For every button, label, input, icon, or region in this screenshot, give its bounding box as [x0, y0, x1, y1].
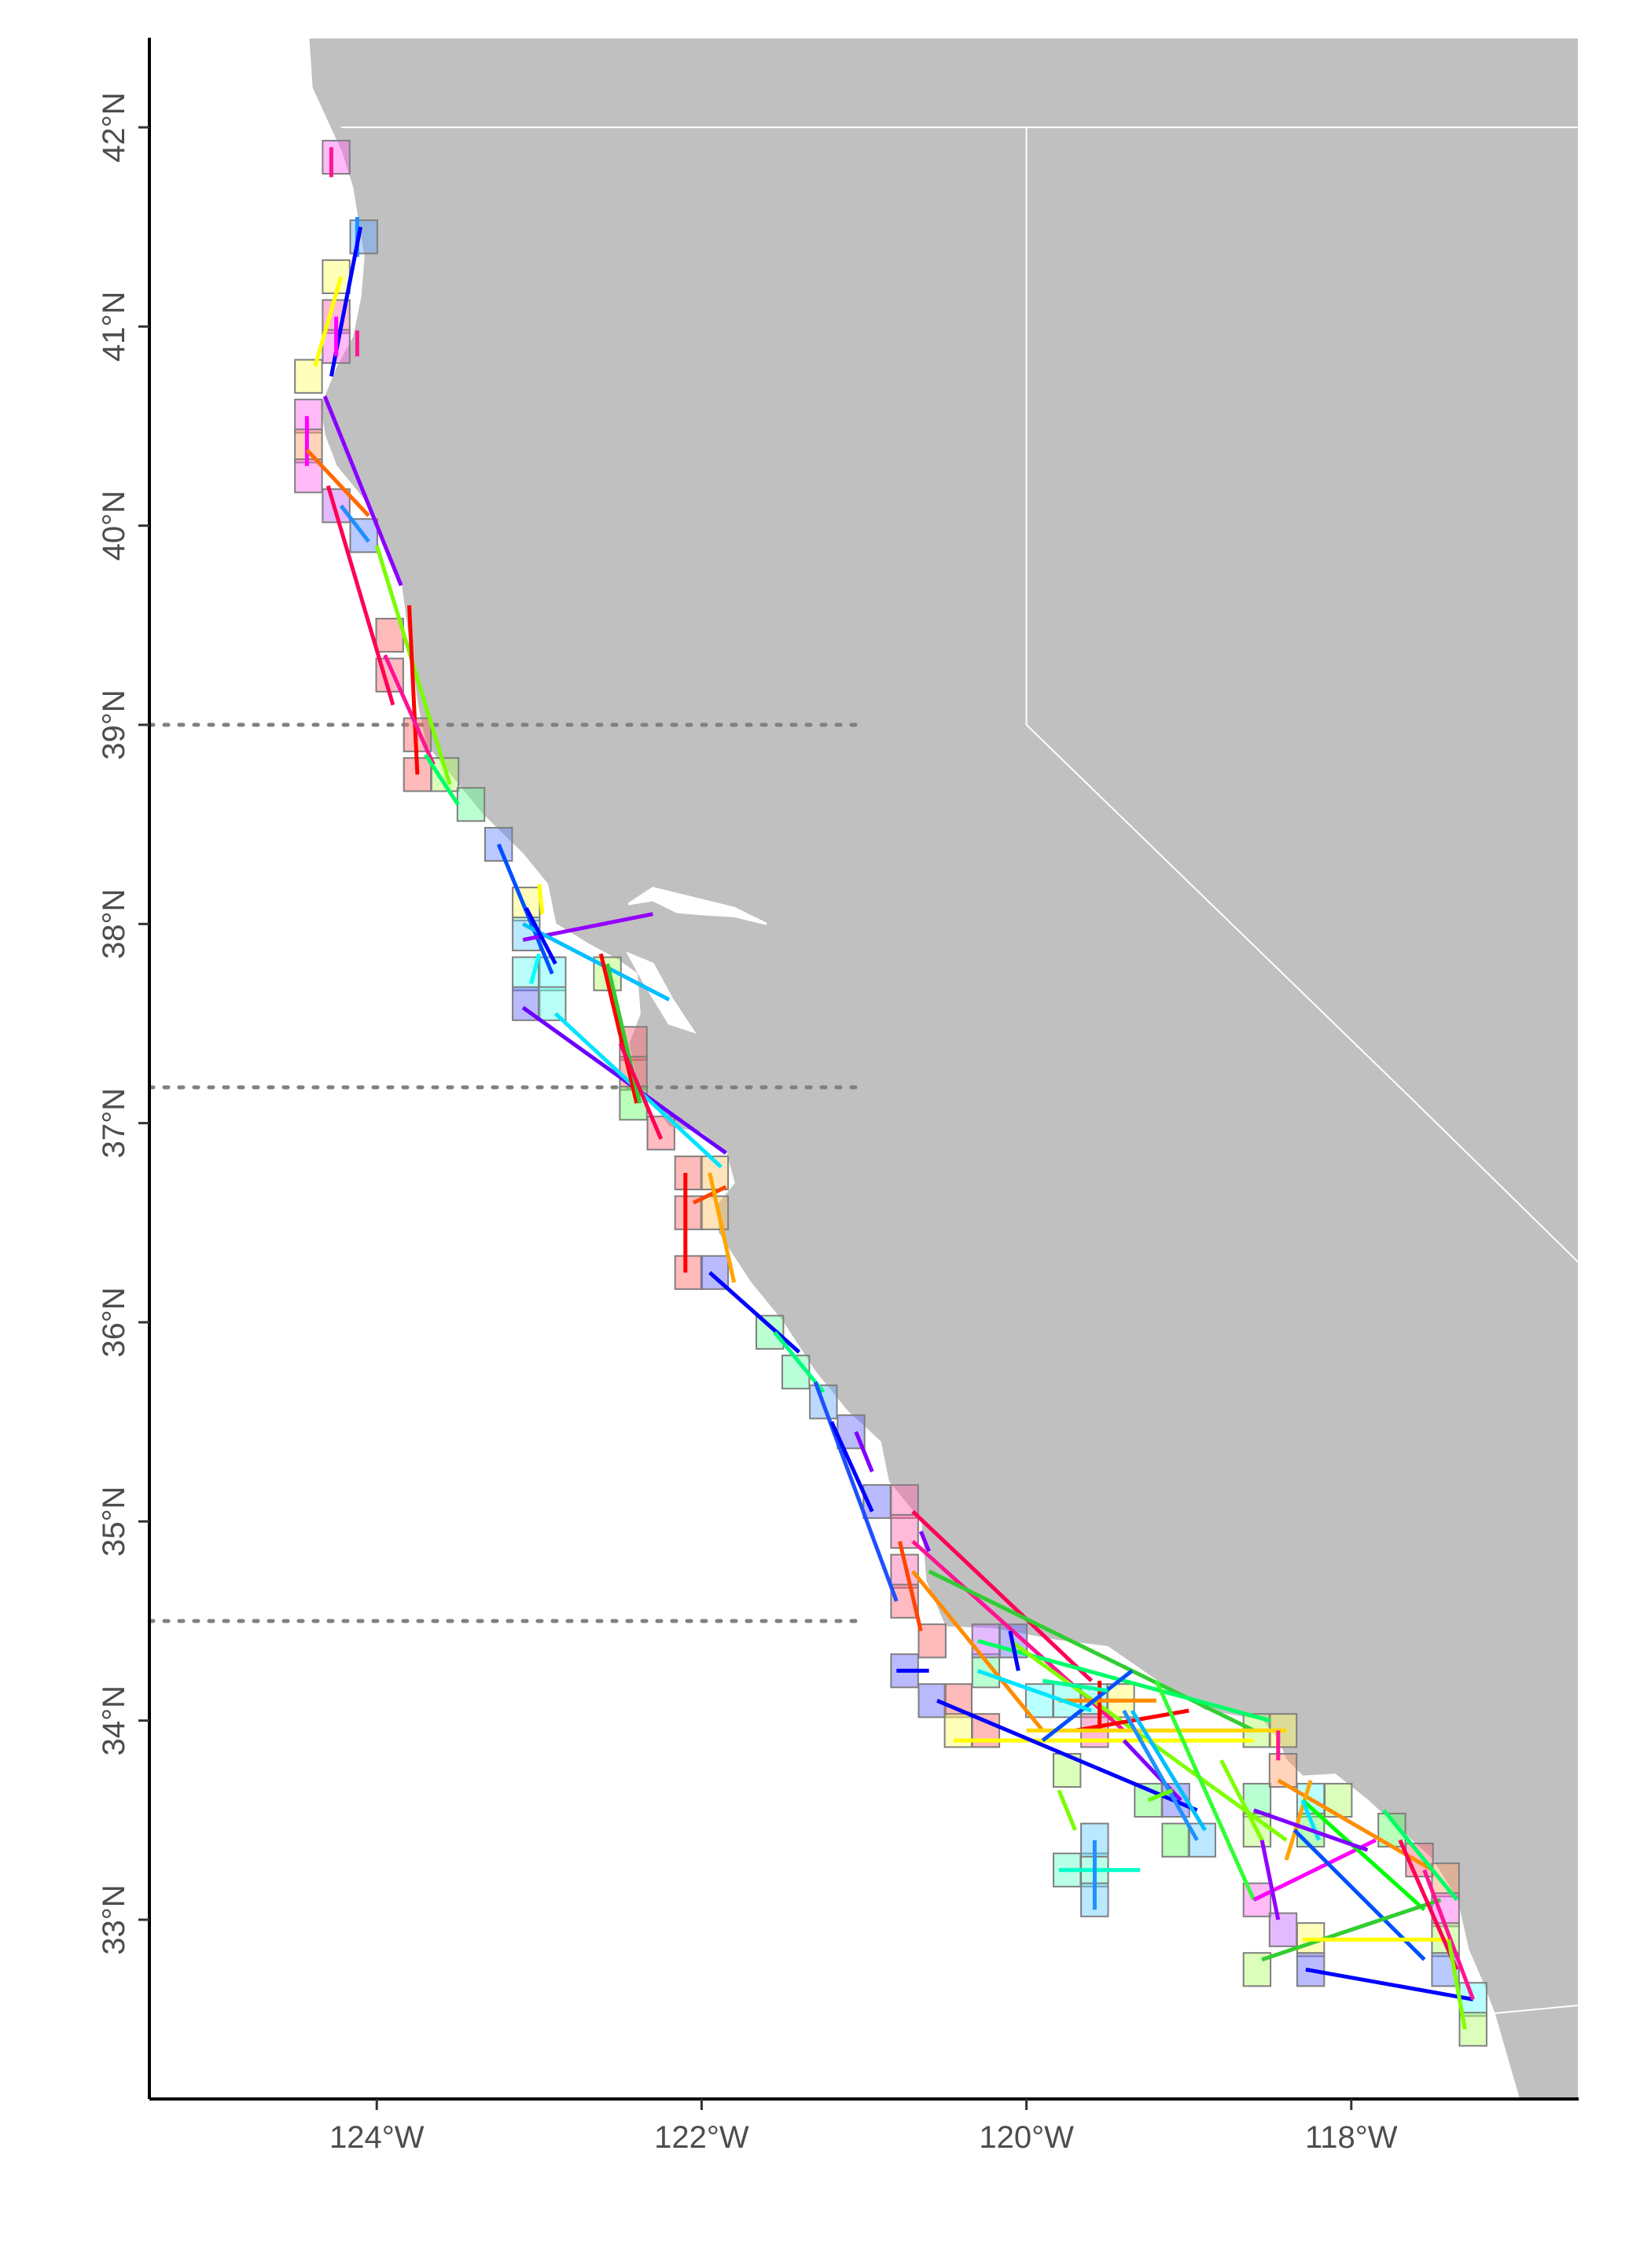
grid-cell: [1053, 1752, 1082, 1788]
track-line: [1147, 1788, 1174, 1803]
y-axis-ticks: 33°N 34°N 35°N 36°N 37°N 38°N 39°N 40°N 41°N 42°N: [97, 92, 149, 1955]
x-tick-label: 120°W: [979, 2120, 1074, 2155]
track-line: [1447, 1939, 1467, 2030]
grid-cell: [294, 358, 323, 394]
track-line: [339, 504, 370, 543]
x-tick-label: 124°W: [329, 2120, 425, 2155]
x-tick-label: 122°W: [654, 2120, 749, 2155]
track-line: [1252, 1808, 1369, 1852]
state-border: [1494, 2004, 1579, 2015]
grid-cell: [1324, 1782, 1353, 1818]
grid-cell: [349, 219, 378, 255]
y-tick-label: 42°N: [97, 92, 131, 162]
track-line: [313, 276, 344, 367]
track-line: [936, 1698, 1198, 1813]
grid-cell: [322, 139, 351, 175]
track-line: [424, 753, 460, 806]
track-layer: [304, 147, 1476, 2030]
y-tick-label: 35°N: [97, 1487, 131, 1557]
track-line: [1042, 1678, 1109, 1693]
land-layer: [307, 38, 1579, 2099]
y-tick-label: 36°N: [97, 1287, 131, 1357]
track-line: [1259, 1840, 1281, 1921]
land-mass: [307, 38, 1579, 2099]
track-line: [897, 1541, 923, 1632]
track-line: [1422, 1869, 1476, 2001]
track-line: [383, 654, 436, 766]
track-line: [537, 884, 545, 914]
track-line: [911, 1570, 1045, 1732]
track-line: [598, 953, 639, 1104]
track-line: [1122, 1709, 1199, 1841]
track-line: [1398, 1839, 1459, 1971]
grid-cell: [971, 1623, 1001, 1659]
grid-cell: [674, 1255, 704, 1290]
track-line: [524, 906, 557, 965]
track-line: [976, 1668, 1093, 1713]
state-border: [1025, 127, 1579, 1263]
track-line: [1219, 1759, 1264, 1841]
y-tick-label: 39°N: [97, 689, 131, 759]
track-line: [529, 953, 542, 984]
track-line: [1057, 1789, 1077, 1831]
track-line: [1008, 1630, 1020, 1671]
track-line: [813, 1381, 899, 1602]
track-line: [522, 922, 671, 1002]
bay-water: [626, 951, 697, 1034]
track-line: [708, 1172, 737, 1283]
track-line: [918, 1531, 931, 1553]
grid-cell: [1268, 1912, 1298, 1947]
state-border-layer: [340, 127, 1579, 2015]
track-line: [1261, 1898, 1442, 1962]
track-line: [1382, 1809, 1459, 1902]
track-line: [1301, 1799, 1426, 1912]
track-line: [305, 448, 370, 517]
track-line: [854, 1431, 874, 1472]
y-tick-label: 40°N: [97, 491, 131, 561]
track-line: [911, 1509, 1093, 1682]
grid-cell: [1161, 1822, 1190, 1858]
track-line: [1130, 1709, 1207, 1832]
track-line: [618, 1042, 664, 1140]
track-line: [1154, 1679, 1256, 1901]
bay-water: [627, 887, 767, 925]
y-tick-label: 33°N: [97, 1884, 131, 1954]
grid-cell: [674, 1195, 704, 1230]
track-line: [325, 485, 395, 706]
track-line: [521, 1005, 727, 1155]
track-line: [1284, 1779, 1313, 1861]
track-line: [1041, 1669, 1134, 1742]
reference-line-layer: [149, 722, 866, 1623]
y-tick-label: 41°N: [97, 292, 131, 362]
track-line: [928, 1569, 1255, 1733]
y-tick-label: 38°N: [97, 889, 131, 959]
y-tick-label: 37°N: [97, 1088, 131, 1158]
grid-cell: [538, 986, 567, 1021]
track-line: [708, 1270, 801, 1354]
x-tick-label: 118°W: [1305, 2120, 1398, 2155]
track-line: [407, 605, 420, 775]
grid-cell: [1431, 1862, 1460, 1898]
grid-cell: [456, 787, 486, 822]
y-tick-label: 34°N: [97, 1685, 131, 1755]
track-line: [829, 1421, 874, 1513]
x-axis-ticks: 124°W 122°W 120°W 118°W: [329, 2099, 1398, 2155]
track-line: [1305, 1967, 1474, 2002]
grid-cell: [674, 1155, 704, 1191]
grid-cell: [917, 1623, 947, 1659]
track-line: [692, 1185, 727, 1205]
track-line: [322, 395, 403, 586]
